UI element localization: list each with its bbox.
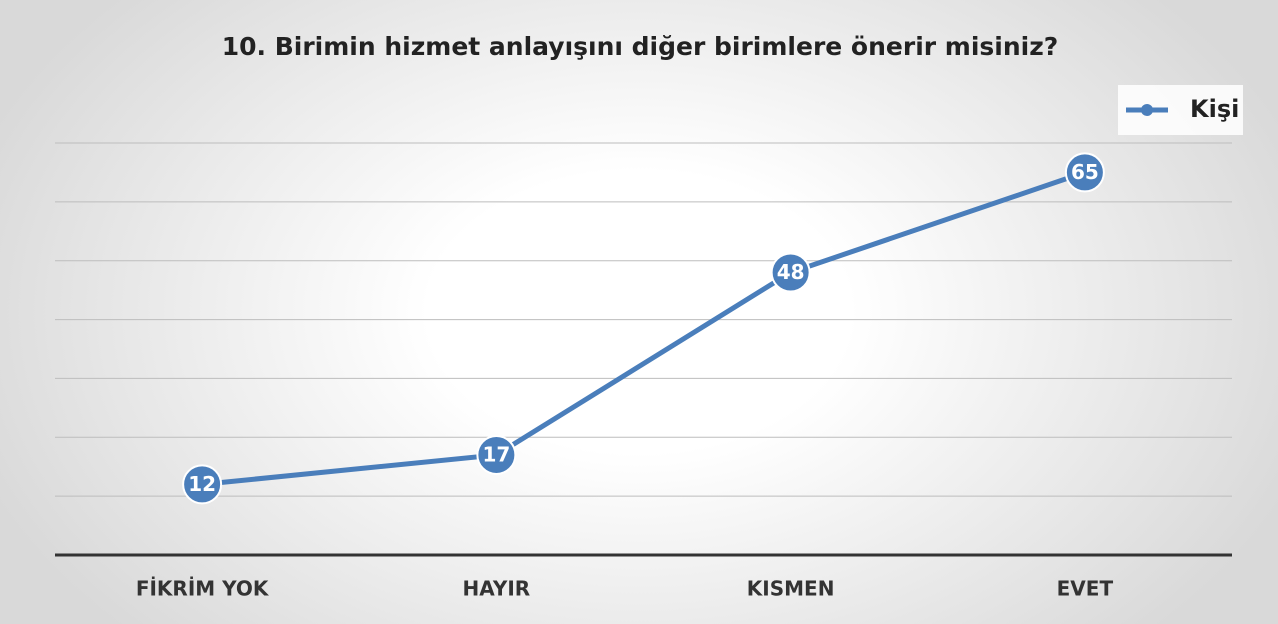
data-label: 48 xyxy=(777,260,805,284)
line xyxy=(201,170,1086,487)
marker xyxy=(1064,152,1105,193)
legend-label: Kişi xyxy=(1190,95,1239,123)
chart-title: 10. Birimin hizmet anlayışını diğer biri… xyxy=(222,32,1059,61)
marker xyxy=(182,464,223,505)
data-label: 12 xyxy=(188,472,216,496)
data-label: 65 xyxy=(1071,160,1099,184)
data-label: 17 xyxy=(482,442,510,466)
marker xyxy=(770,252,811,293)
x-tick-label: KISMEN xyxy=(747,577,835,601)
marker xyxy=(476,434,517,475)
x-tick-label: HAYIR xyxy=(463,577,531,601)
x-tick-label: EVET xyxy=(1057,577,1114,601)
x-tick-label: FİKRİM YOK xyxy=(136,577,270,601)
legend-marker xyxy=(1141,104,1153,116)
